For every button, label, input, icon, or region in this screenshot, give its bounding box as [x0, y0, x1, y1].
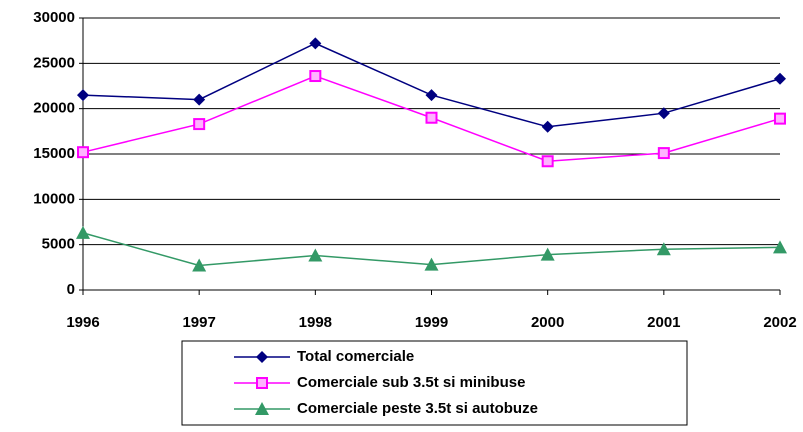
data-point [309, 37, 322, 50]
data-point [77, 89, 89, 102]
data-point [425, 111, 438, 124]
x-tick-label: 1998 [299, 314, 332, 331]
legend-marker [255, 402, 269, 415]
x-tick-label: 1999 [415, 314, 448, 331]
y-tick-label: 0 [67, 281, 75, 298]
x-tick-label: 1997 [182, 314, 215, 331]
y-tick-label: 30000 [33, 9, 75, 26]
data-point [774, 72, 786, 85]
x-tick-label: 2000 [531, 314, 564, 331]
data-point [657, 107, 670, 120]
x-tick-label: 1996 [66, 314, 99, 331]
data-point [773, 240, 787, 254]
data-point [541, 120, 554, 133]
data-point [774, 112, 786, 125]
data-point [425, 89, 438, 102]
data-point [424, 257, 439, 271]
legend-marker [256, 377, 268, 389]
legend-label: Total comerciale [297, 348, 414, 365]
y-tick-label: 10000 [33, 190, 75, 207]
data-point [193, 93, 206, 106]
data-point [540, 247, 555, 261]
data-point [192, 258, 207, 272]
data-point [656, 242, 671, 256]
x-tick-label: 2001 [647, 314, 680, 331]
legend-marker [256, 351, 268, 363]
y-tick-label: 15000 [33, 145, 75, 162]
data-point [77, 146, 89, 159]
y-tick-label: 5000 [42, 236, 75, 253]
data-point [308, 248, 323, 262]
data-point [76, 225, 90, 239]
data-point [193, 118, 206, 131]
y-tick-label: 20000 [33, 100, 75, 117]
legend-label: Comerciale sub 3.5t si minibuse [297, 374, 525, 391]
y-tick-label: 25000 [33, 54, 75, 71]
data-point [309, 70, 322, 83]
data-point [657, 147, 670, 160]
data-point [541, 155, 554, 168]
legend-label: Comerciale peste 3.5t si autobuze [297, 400, 538, 417]
x-tick-label: 2002 [763, 314, 796, 331]
